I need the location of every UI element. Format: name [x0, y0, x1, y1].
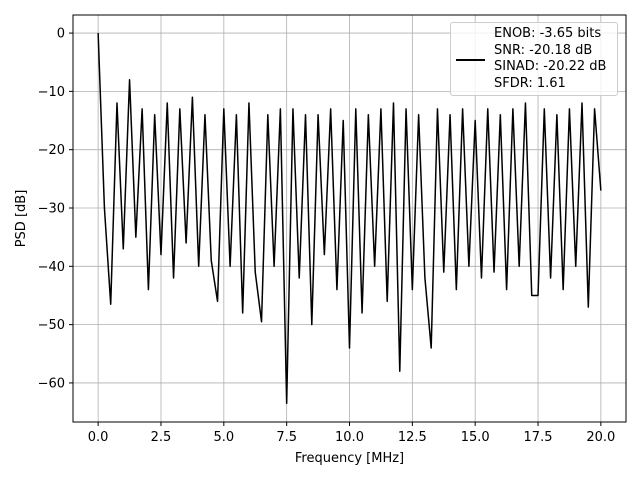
y-tick-label: −50: [38, 318, 65, 333]
psd-line: [97, 33, 602, 405]
x-tick-label: 12.5: [398, 430, 427, 445]
legend-swatch: [456, 59, 485, 61]
x-tick-label: 15.0: [461, 430, 490, 445]
y-tick-label: −30: [38, 202, 65, 217]
legend: ENOB: -3.65 bits SNR: -20.18 dB SINAD: -…: [450, 22, 618, 96]
y-tick-label: −60: [38, 376, 65, 391]
x-tick-label: 0.0: [88, 430, 109, 445]
x-tick-label: 2.5: [151, 430, 172, 445]
x-tick-label: 7.5: [276, 430, 297, 445]
y-tick-label: −10: [38, 85, 65, 100]
y-tick-label: 0: [57, 27, 65, 42]
x-tick-label: 5.0: [213, 430, 234, 445]
x-tick-label: 10.0: [335, 430, 364, 445]
y-tick-label: −40: [38, 260, 65, 275]
y-tick-label: −20: [38, 143, 65, 158]
y-axis-label: PSD [dB]: [14, 190, 29, 248]
legend-label: ENOB: -3.65 bits SNR: -20.18 dB SINAD: -…: [494, 26, 607, 91]
x-axis-label: Frequency [MHz]: [295, 451, 404, 466]
x-tick-label: 20.0: [586, 430, 615, 445]
x-tick-label: 17.5: [524, 430, 553, 445]
